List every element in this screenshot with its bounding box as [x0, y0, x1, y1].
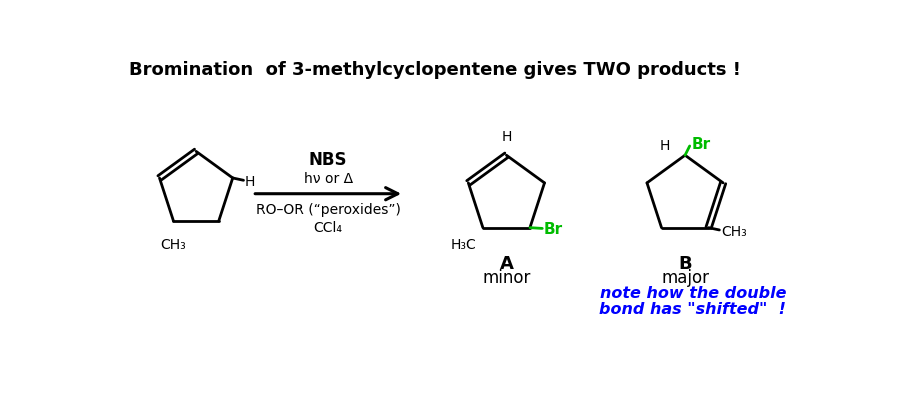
Text: H: H — [245, 175, 256, 189]
Text: B: B — [677, 255, 691, 273]
Text: hν or Δ: hν or Δ — [303, 172, 352, 186]
Text: minor: minor — [481, 269, 530, 287]
Text: NBS: NBS — [309, 151, 347, 169]
Text: note how the double: note how the double — [599, 286, 785, 301]
Text: major: major — [660, 269, 708, 287]
Text: H: H — [658, 139, 669, 153]
Text: CH₃: CH₃ — [720, 224, 746, 239]
Text: H: H — [500, 131, 511, 144]
Text: H₃C: H₃C — [451, 238, 476, 253]
Text: RO–OR (“peroxides”): RO–OR (“peroxides”) — [256, 203, 400, 217]
Text: A: A — [499, 255, 513, 273]
Text: Br: Br — [691, 137, 710, 152]
Text: CCl₄: CCl₄ — [313, 221, 342, 235]
Text: bond has "shifted"  !: bond has "shifted" ! — [599, 302, 786, 317]
Text: Br: Br — [544, 222, 563, 237]
Text: CH₃: CH₃ — [160, 237, 186, 252]
Text: Bromination  of 3-methylcyclopentene gives TWO products !: Bromination of 3-methylcyclopentene give… — [129, 61, 740, 79]
